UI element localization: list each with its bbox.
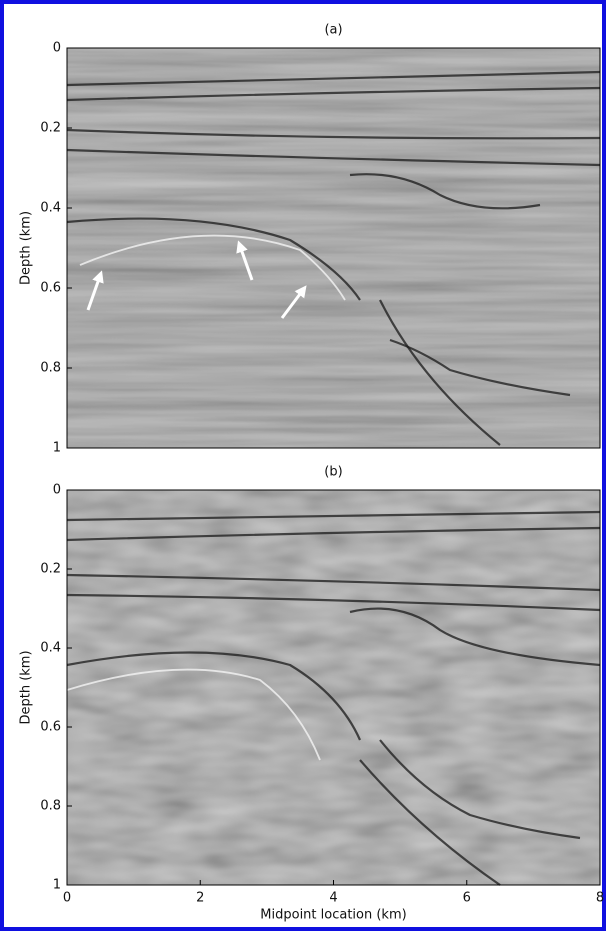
y-tick-label: 0.8 [40,799,61,814]
y-axis-label: Depth (km) [19,650,34,724]
x-tick-label: 8 [596,891,604,906]
y-tick-label: 0.6 [40,720,61,735]
y-tick-label: 0.2 [40,562,61,577]
x-tick-label: 6 [463,891,471,906]
y-tick-label: 1 [53,878,61,893]
y-tick-label: 0 [53,41,61,56]
figure: (a) Depth (km) 0 0.2 0.4 0.6 0.8 1 (b) Depth (km)… [0,0,606,931]
y-tick-label: 0 [53,483,61,498]
y-tick-label: 1 [53,441,61,456]
x-tick-label: 4 [329,891,337,906]
seismic-image-a [67,48,600,448]
x-axis-label: Midpoint location (km) [260,908,406,923]
x-tick-label: 2 [196,891,204,906]
y-tick-label: 0.8 [40,361,61,376]
x-tick-label: 0 [63,891,71,906]
y-tick-label: 0.4 [40,201,61,216]
panel-title: (b) [324,465,342,480]
y-tick-label: 0.2 [40,121,61,136]
panel-title: (a) [324,23,342,38]
y-axis-label: Depth (km) [19,211,34,285]
seismic-image-b [67,490,600,885]
y-tick-label: 0.4 [40,641,61,656]
y-tick-label: 0.6 [40,281,61,296]
